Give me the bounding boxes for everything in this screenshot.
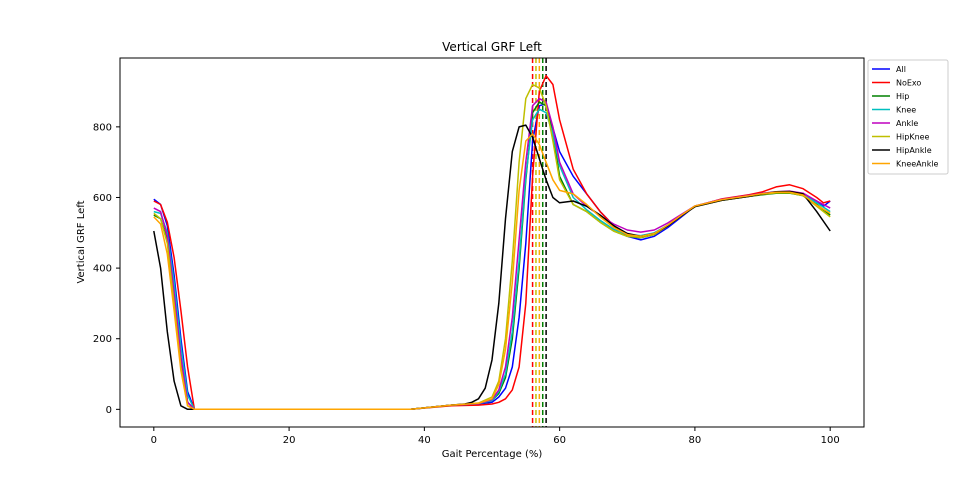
legend-label: Hip <box>896 92 909 101</box>
x-axis: 0 20 40 60 80 100 <box>151 427 840 446</box>
x-tick-label: 0 <box>151 435 157 446</box>
y-tick-label: 200 <box>93 334 112 345</box>
legend-label: Ankle <box>896 119 918 128</box>
marker-lines <box>531 58 547 427</box>
legend-label: All <box>896 65 906 74</box>
axes-frame <box>119 57 865 428</box>
x-tick-label: 20 <box>283 435 296 446</box>
x-tick-label: 40 <box>418 435 431 446</box>
x-tick-label: 60 <box>553 435 566 446</box>
legend-label: HipKnee <box>896 133 930 142</box>
y-axis: 0 200 400 600 800 <box>93 122 120 416</box>
y-tick-label: 400 <box>93 264 112 275</box>
chart-title: Vertical GRF Left <box>442 40 542 54</box>
y-tick-label: 0 <box>106 405 112 416</box>
legend-label: NoExo <box>896 79 921 88</box>
x-axis-label: Gait Percentage (%) <box>442 449 543 460</box>
y-tick-label: 600 <box>93 193 112 204</box>
legend-label: Knee <box>896 106 916 115</box>
y-tick-label: 800 <box>93 122 112 133</box>
legend-label: KneeAnkle <box>896 160 939 169</box>
y-axis-label: Vertical GRF Left <box>76 200 87 283</box>
x-tick-label: 100 <box>821 435 840 446</box>
legend-box <box>867 59 949 175</box>
series-lines <box>153 74 831 411</box>
legend-label: HipAnkle <box>896 146 932 155</box>
x-tick-label: 80 <box>689 435 702 446</box>
legend: AllNoExoHipKneeAnkleHipKneeHipAnkleKneeA… <box>867 59 949 175</box>
series-line-kneeankle <box>153 133 831 411</box>
